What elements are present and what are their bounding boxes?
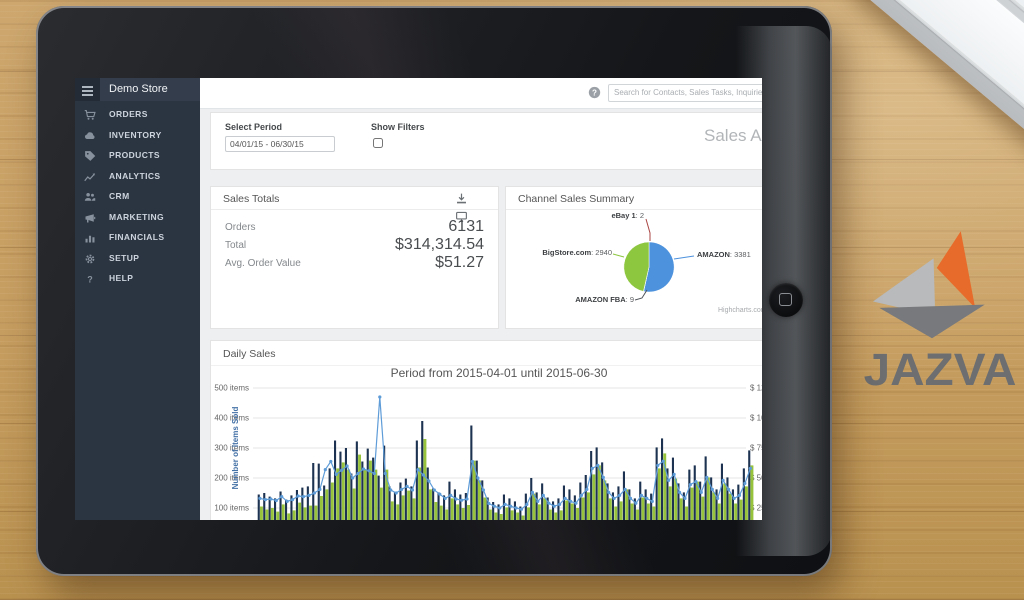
- sidebar-item-label: FINANCIALS: [109, 232, 165, 242]
- jazva-logo-mark: [872, 231, 985, 339]
- channel-summary-panel: Channel Sales Summary eBay 1: 2 AMAZON: …: [505, 186, 762, 329]
- topbar: ? EN ZH Jazva A: [200, 78, 762, 109]
- svg-text:?: ?: [592, 88, 597, 97]
- download-icon[interactable]: [455, 192, 468, 205]
- monitor-icon[interactable]: [455, 210, 468, 223]
- gear-icon: [84, 252, 96, 264]
- svg-text:300 items: 300 items: [214, 444, 249, 453]
- spacebar-key[interactable]: [877, 0, 1024, 138]
- totals-row-total: Total $314,314.54: [225, 236, 484, 254]
- pie-label-ebay: eBay 1: 2: [611, 211, 644, 220]
- tablet-home-button[interactable]: [769, 283, 803, 317]
- sidebar-item-label: SETUP: [109, 252, 140, 263]
- app-screen: Demo Store ORDERS INVENTORY PRODUCTS AN: [75, 78, 762, 520]
- tag-icon: [84, 149, 96, 161]
- channel-pie-chart: [612, 218, 695, 301]
- svg-text:$ 100,000: $ 100,000: [750, 414, 762, 423]
- filters-panel: Select Period Show Filters Sales Analyti…: [210, 112, 762, 170]
- avg-order-value: $51.27: [435, 254, 484, 271]
- totals-row-orders: Orders 6131: [225, 218, 484, 236]
- channel-summary-title: Channel Sales Summary: [518, 193, 635, 205]
- svg-text:$ 75,000: $ 75,000: [750, 444, 762, 453]
- sales-totals-panel: Sales Totals Orders 6131 Total $314,314.…: [210, 186, 499, 329]
- search-input[interactable]: [608, 83, 762, 102]
- pie-label-bigstore: BigStore.com: 2940: [542, 248, 612, 257]
- sidebar-item-products[interactable]: PRODUCTS: [75, 145, 200, 166]
- sidebar-item-inventory[interactable]: INVENTORY: [75, 125, 200, 146]
- svg-text:100 items: 100 items: [214, 504, 249, 513]
- select-period-input[interactable]: [225, 136, 335, 152]
- svg-text:$ 125,000: $ 125,000: [750, 384, 762, 393]
- line-chart-icon: [84, 170, 96, 182]
- sidebar-item-crm[interactable]: CRM: [75, 186, 200, 207]
- daily-sales-chart: 100 items $ 25,000 200 items $ 50,000 300 it…: [214, 366, 762, 520]
- svg-text:$ 25,000: $ 25,000: [750, 504, 762, 513]
- highcharts-watermark: Highcharts.com: [718, 307, 762, 314]
- jazva-logo-text: JAZVA: [863, 344, 1017, 395]
- avg-order-label: Avg. Order Value: [225, 258, 301, 269]
- hamburger-menu-icon[interactable]: [75, 78, 100, 101]
- pie-label-amazon-fba: AMAZON FBA: 9: [575, 295, 634, 304]
- page-title: Sales Analytics: [704, 126, 762, 145]
- sidebar-item-orders[interactable]: ORDERS: [75, 104, 200, 125]
- sales-totals-header: Sales Totals: [211, 187, 498, 222]
- question-icon: ?: [84, 272, 96, 284]
- totals-row-avg-order: Avg. Order Value $51.27: [225, 254, 484, 272]
- cloud-icon: [84, 129, 96, 141]
- sidebar-item-label: ORDERS: [109, 109, 148, 119]
- sidebar-header: Demo Store: [75, 78, 200, 101]
- sidebar-item-analytics[interactable]: ANALYTICS: [75, 166, 200, 187]
- orders-value: 6131: [448, 218, 484, 235]
- home-button-square-icon: [779, 293, 792, 306]
- sidebar-item-label: HELP: [109, 273, 134, 283]
- sidebar-item-label: INVENTORY: [109, 129, 162, 140]
- select-period-label: Select Period: [225, 122, 283, 132]
- sidebar-menu: ORDERS INVENTORY PRODUCTS ANALYTICS CRM: [75, 104, 200, 289]
- help-icon[interactable]: ?: [588, 86, 601, 99]
- sidebar: Demo Store ORDERS INVENTORY PRODUCTS AN: [75, 78, 200, 520]
- total-label: Total: [225, 240, 247, 251]
- show-filters-label: Show Filters: [371, 122, 425, 132]
- cart-icon: [84, 108, 96, 120]
- sidebar-item-label: CRM: [109, 191, 130, 201]
- bar-chart-icon: [84, 231, 96, 243]
- total-value: $314,314.54: [395, 236, 484, 253]
- users-icon: [84, 190, 96, 202]
- channel-summary-header: Channel Sales Summary: [506, 187, 762, 210]
- svg-text:Number of Items Sold: Number of Items Sold: [231, 407, 240, 490]
- orders-label: Orders: [225, 222, 256, 233]
- svg-text:400 items: 400 items: [214, 414, 249, 423]
- daily-sales-header: Daily Sales: [211, 341, 762, 366]
- sidebar-item-label: MARKETING: [109, 211, 165, 222]
- pie-label-amazon: AMAZON: 3381: [697, 250, 751, 259]
- sidebar-item-help[interactable]: ? HELP: [75, 268, 200, 289]
- show-filters-checkbox[interactable]: [373, 138, 383, 148]
- daily-sales-title: Daily Sales: [223, 348, 276, 360]
- store-name: Demo Store: [109, 83, 168, 95]
- sidebar-item-label: PRODUCTS: [109, 150, 160, 160]
- jazva-logo: JAZVA: [852, 228, 1024, 398]
- svg-text:?: ?: [87, 274, 93, 284]
- sales-totals-title: Sales Totals: [223, 193, 280, 205]
- svg-text:500 items: 500 items: [214, 384, 249, 393]
- megaphone-icon: [84, 211, 96, 223]
- sidebar-item-setup[interactable]: SETUP: [75, 248, 200, 269]
- sidebar-item-financials[interactable]: FINANCIALS: [75, 227, 200, 248]
- daily-sales-panel: Daily Sales 100 items $ 25,000 200 items $ …: [210, 340, 762, 520]
- svg-text:Period from 2015-04-01 until 2: Period from 2015-04-01 until 2015-06-30: [391, 366, 608, 380]
- svg-text:200 items: 200 items: [214, 474, 249, 483]
- sidebar-item-label: ANALYTICS: [109, 170, 161, 181]
- svg-text:$ 50,000: $ 50,000: [750, 474, 762, 483]
- sidebar-item-marketing[interactable]: MARKETING: [75, 207, 200, 228]
